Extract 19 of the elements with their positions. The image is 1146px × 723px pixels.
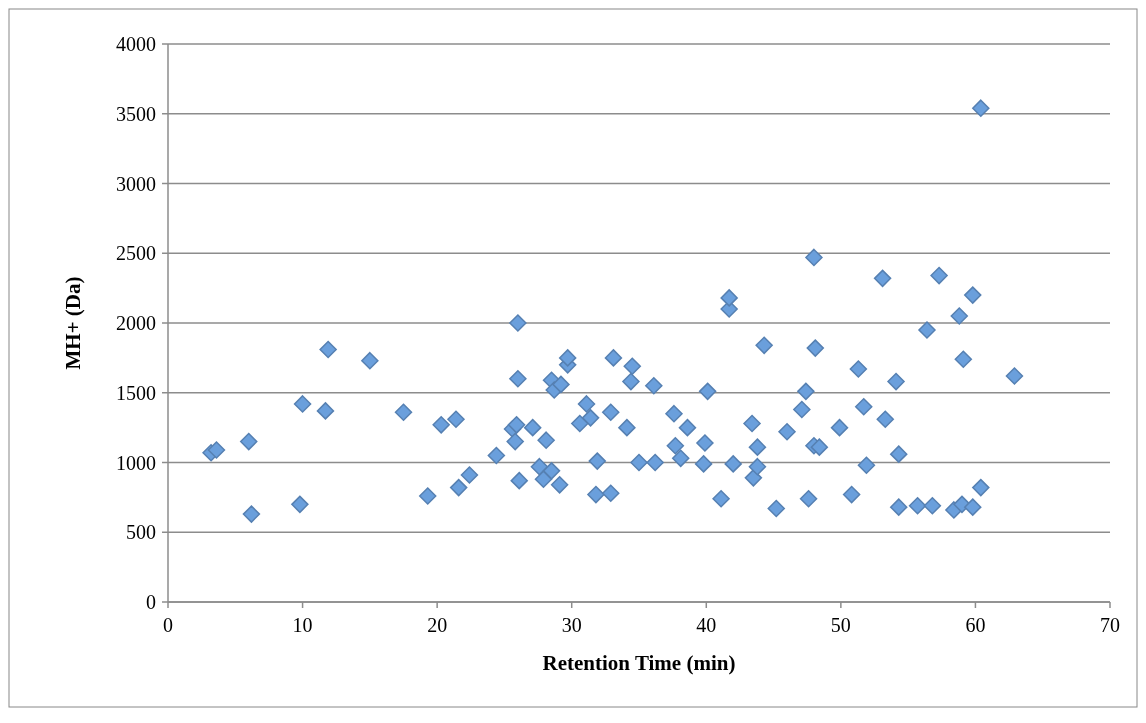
- x-tick-label: 30: [561, 614, 582, 636]
- y-tick-label: 3500: [116, 102, 156, 125]
- y-tick-label: 1500: [116, 381, 156, 404]
- y-tick-label: 1000: [116, 451, 156, 474]
- x-tick-label: 60: [965, 614, 986, 636]
- y-tick-label: 4000: [116, 33, 156, 55]
- y-tick-label: 0: [146, 591, 156, 613]
- x-tick-label: 0: [163, 614, 173, 636]
- y-tick-label: 2000: [116, 312, 156, 334]
- x-tick-label: 40: [696, 614, 717, 636]
- y-axis-title: MH+ (Da): [61, 276, 85, 370]
- y-tick-label: 3000: [116, 172, 156, 195]
- x-axis-title: Retention Time (min): [542, 651, 736, 675]
- x-tick-label: 20: [427, 614, 448, 636]
- x-tick-label: 50: [830, 614, 851, 636]
- y-tick-label: 500: [126, 521, 156, 544]
- x-tick-label: 10: [292, 614, 313, 636]
- x-tick-label: 70: [1100, 614, 1120, 636]
- y-tick-label: 2500: [116, 242, 156, 265]
